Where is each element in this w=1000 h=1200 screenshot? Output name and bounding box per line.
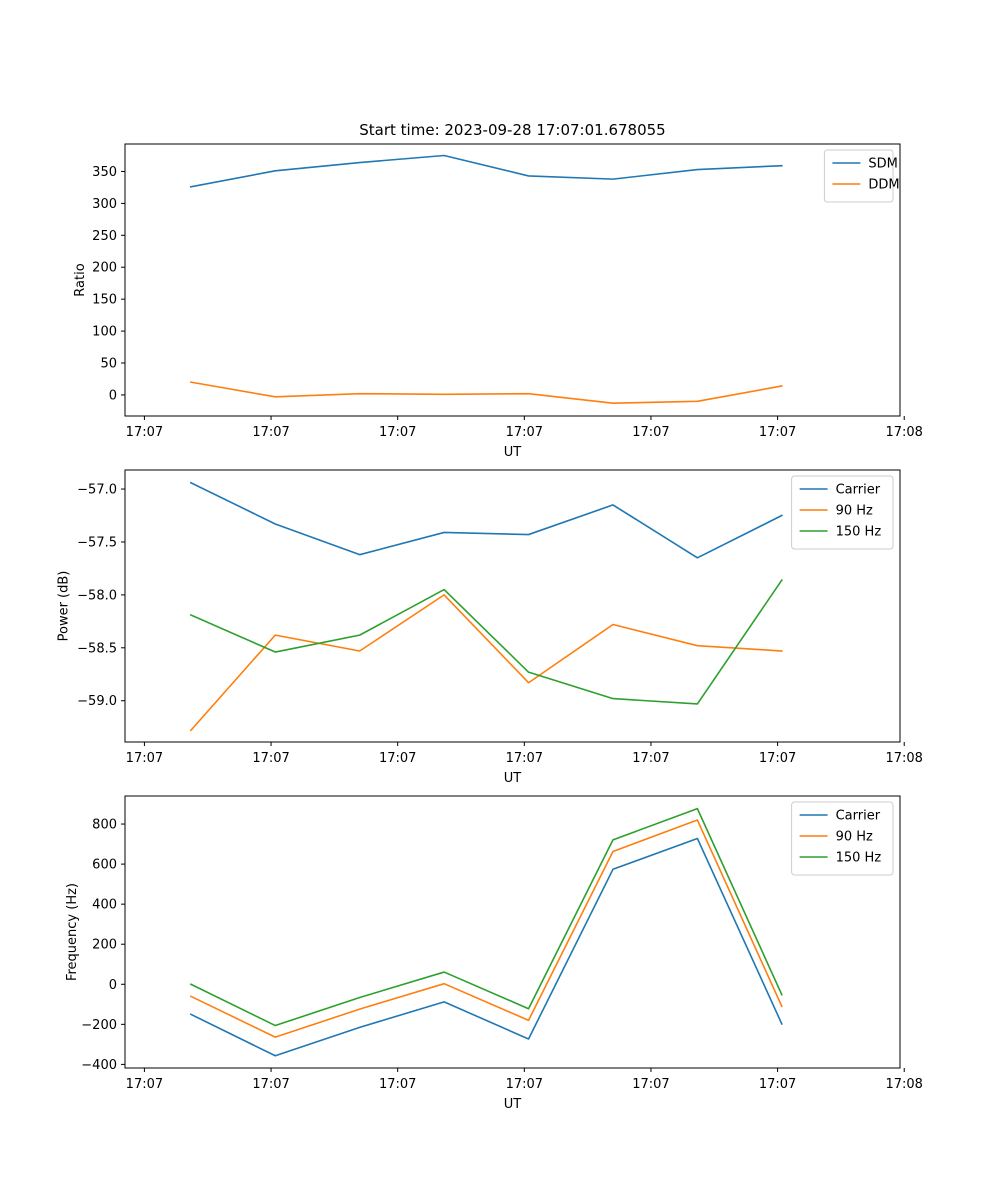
y-tick-label: 200 xyxy=(92,938,117,953)
legend: SDM DDM xyxy=(823,149,900,203)
x-tick-label: 17:08 xyxy=(885,425,922,440)
series-line-carrier xyxy=(189,837,783,1057)
x-axis-label: UT xyxy=(504,1097,522,1112)
subplot-power: 17:07 17:07 17:07 17:07 17:07 17:07 17:08 −59.0… xyxy=(57,469,923,786)
x-tick-label: 17:07 xyxy=(632,425,669,440)
y-tick-label: 300 xyxy=(92,197,117,212)
plot-area xyxy=(189,154,783,405)
plot-area xyxy=(189,481,783,732)
x-tick-label: 17:08 xyxy=(885,751,922,766)
x-tick-label: 17:08 xyxy=(885,1077,922,1092)
series-line-90-hz xyxy=(189,594,783,732)
x-axis-label: UT xyxy=(504,771,522,786)
y-tick-label: 150 xyxy=(92,293,117,308)
legend-label: SDM xyxy=(868,157,897,172)
x-tick-label: 17:07 xyxy=(759,425,796,440)
x-tick-label: 17:07 xyxy=(506,1077,543,1092)
x-tick-label: 17:07 xyxy=(126,425,163,440)
y-tick-label: 0 xyxy=(109,388,117,403)
y-tick-label: −57.0 xyxy=(77,483,117,498)
y-axis-label: Ratio xyxy=(73,263,88,296)
x-tick-label: 17:07 xyxy=(379,425,416,440)
legend-label: 150 Hz xyxy=(836,851,882,866)
legend-label: DDM xyxy=(868,178,899,193)
x-tick-label: 17:07 xyxy=(379,1077,416,1092)
x-tick-label: 17:07 xyxy=(126,751,163,766)
x-tick-label: 17:07 xyxy=(632,751,669,766)
series-line-150-hz xyxy=(189,578,783,705)
series-line-150-hz xyxy=(189,807,783,1027)
figure-title: Start time: 2023-09-28 17:07:01.678055 xyxy=(359,121,665,139)
y-tick-label: 100 xyxy=(92,325,117,340)
x-axis-label: UT xyxy=(504,445,522,460)
subplot-frequency: 17:07 17:07 17:07 17:07 17:07 17:07 17:08 −400 −… xyxy=(65,795,923,1112)
x-tick-label: 17:07 xyxy=(632,1077,669,1092)
y-tick-label: −59.0 xyxy=(77,694,117,709)
x-tick-label: 17:07 xyxy=(252,1077,289,1092)
x-tick-label: 17:07 xyxy=(506,425,543,440)
y-tick-label: −58.0 xyxy=(77,588,117,603)
y-tick-label: 0 xyxy=(109,978,117,993)
subplot-ratio: 17:07 17:07 17:07 17:07 17:07 17:07 17:08 0 50 10… xyxy=(73,143,923,460)
legend: Carrier 90 Hz 150 Hz xyxy=(791,801,894,876)
x-tick-label: 17:07 xyxy=(252,425,289,440)
y-tick-label: 800 xyxy=(92,818,117,833)
x-tick-label: 17:07 xyxy=(252,751,289,766)
x-tick-label: 17:07 xyxy=(759,751,796,766)
y-tick-label: −57.5 xyxy=(77,535,117,550)
axes-frame xyxy=(124,795,901,1069)
series-line-sdm xyxy=(189,154,783,188)
plot-area xyxy=(189,807,783,1057)
series-line-ddm xyxy=(189,381,783,405)
legend-label: 90 Hz xyxy=(836,504,873,519)
y-tick-label: −400 xyxy=(81,1058,117,1073)
y-tick-label: 250 xyxy=(92,229,117,244)
x-tick-label: 17:07 xyxy=(379,751,416,766)
y-tick-label: −58.5 xyxy=(77,641,117,656)
axes-frame xyxy=(124,143,901,417)
legend-label: Carrier xyxy=(836,483,881,498)
legend-label: 90 Hz xyxy=(836,830,873,845)
legend-label: Carrier xyxy=(836,809,881,824)
y-tick-label: 50 xyxy=(100,357,117,372)
legend: Carrier 90 Hz 150 Hz xyxy=(791,475,894,550)
y-axis-label: Power (dB) xyxy=(57,571,72,642)
y-tick-label: 400 xyxy=(92,898,117,913)
y-tick-label: −200 xyxy=(81,1018,117,1033)
x-tick-label: 17:07 xyxy=(759,1077,796,1092)
legend-label: 150 Hz xyxy=(836,525,882,540)
y-tick-label: 200 xyxy=(92,261,117,276)
x-tick-label: 17:07 xyxy=(126,1077,163,1092)
y-axis-label: Frequency (Hz) xyxy=(65,883,80,981)
series-line-carrier xyxy=(189,481,783,559)
axes-frame xyxy=(124,469,901,743)
y-tick-label: 600 xyxy=(92,858,117,873)
x-tick-label: 17:07 xyxy=(506,751,543,766)
y-tick-label: 350 xyxy=(92,165,117,180)
series-line-90-hz xyxy=(189,819,783,1038)
